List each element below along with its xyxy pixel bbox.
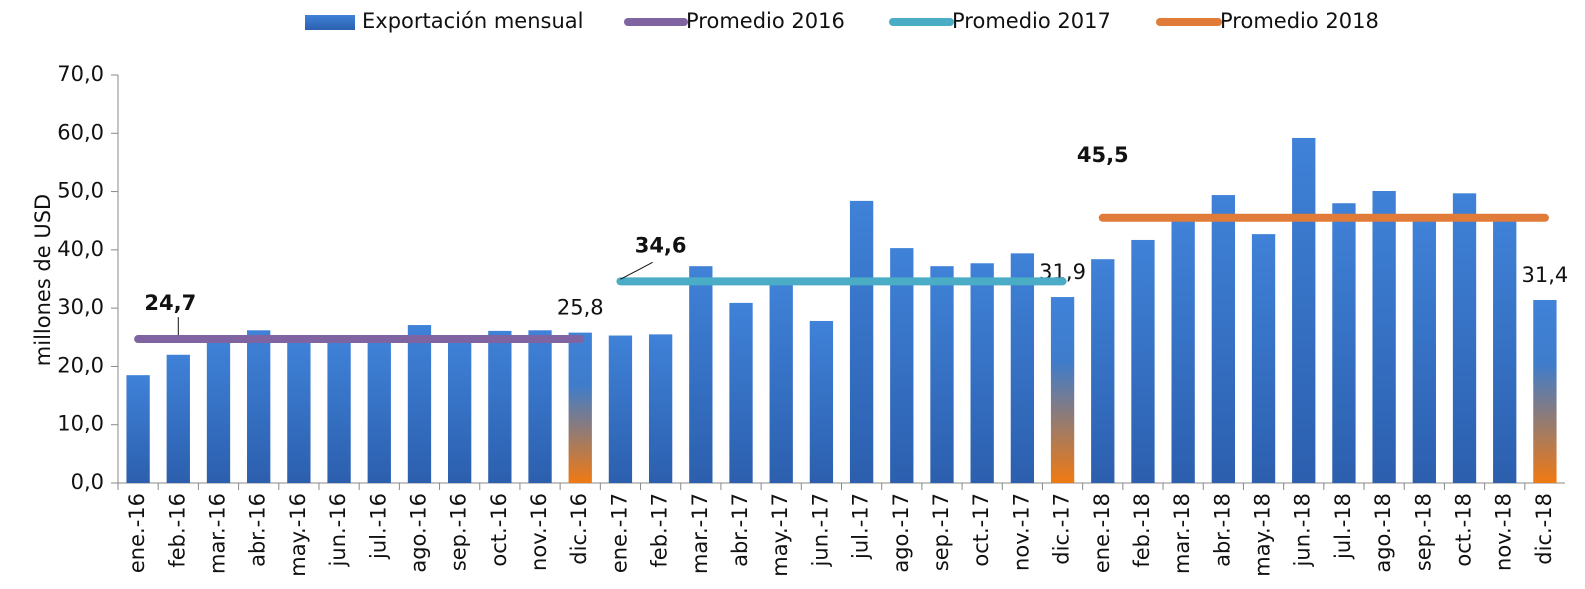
bar [407,325,432,483]
x-tick-label: ago.-18 [1371,493,1395,573]
bar [367,340,391,483]
x-tick-label: jun.-17 [808,493,832,567]
bar [206,340,231,483]
x-tick-label: ene.-17 [607,493,631,573]
average-label: 45,5 [1077,143,1129,167]
x-tick-label: mar.-16 [205,493,229,574]
bar [447,337,472,483]
bar [648,334,673,483]
x-tick-label: abr.-18 [1210,493,1234,567]
bar [166,354,190,483]
bar [1292,137,1316,483]
x-tick-label: abr.-16 [246,493,270,567]
y-axis-label: millones de USD [31,194,55,366]
bar [1211,195,1236,483]
bar [1332,203,1356,483]
y-tick-label: 30,0 [57,295,104,319]
x-tick-label: sep.-16 [447,493,471,571]
legend-label: Exportación mensual [362,9,583,33]
bar [287,340,311,483]
x-tick-label: sep.-18 [1411,493,1435,571]
bar [729,302,753,483]
bar [1131,239,1155,483]
x-tick-label: feb.-16 [165,493,189,568]
bar [488,330,512,483]
x-tick-label: dic.-16 [567,493,591,565]
x-tick-label: ene.-16 [125,493,149,573]
x-tick-label: jul.-16 [366,493,390,560]
bar [849,200,874,483]
x-tick-label: dic.-18 [1532,493,1556,565]
bar [1251,234,1276,483]
data-label: 31,4 [1522,263,1569,287]
x-tick-label: jun.-16 [326,493,350,567]
bar [1452,193,1477,483]
average-label: 34,6 [635,233,687,257]
y-tick-label: 0,0 [71,470,104,494]
x-tick-label: jul.-18 [1331,493,1355,560]
bar [930,266,954,483]
x-tick-label: jul.-17 [849,493,873,560]
bar [1091,259,1115,483]
bar [247,330,271,483]
bar [1533,299,1557,483]
y-tick-label: 10,0 [57,412,104,436]
bar [327,340,351,483]
x-tick-label: ago.-16 [406,493,430,573]
x-tick-label: oct.-18 [1452,493,1476,567]
x-tick-label: mar.-18 [1170,493,1194,574]
bar [528,330,552,483]
y-tick-label: 60,0 [57,120,104,144]
y-tick-label: 50,0 [57,179,104,203]
bar [1493,217,1517,484]
data-label: 25,8 [557,296,604,320]
average-label: 24,7 [144,291,196,315]
leader-line [620,261,653,280]
legend-label: Promedio 2016 [686,9,845,33]
x-tick-label: ene.-18 [1090,493,1114,573]
legend-swatch [305,15,355,30]
bar [689,266,713,483]
x-tick-label: mar.-17 [688,493,712,574]
x-tick-label: jun.-18 [1291,493,1315,567]
x-tick-label: oct.-17 [969,493,993,567]
bar [1050,297,1075,483]
bar [970,263,994,483]
bar [568,332,592,483]
x-tick-label: nov.-16 [527,493,551,571]
x-tick-label: nov.-17 [1009,493,1033,571]
x-tick-label: may.-17 [768,493,792,577]
y-tick-label: 20,0 [57,353,104,377]
y-tick-label: 40,0 [57,237,104,261]
bar [1171,220,1195,483]
x-tick-label: nov.-18 [1492,493,1516,571]
bar [769,283,793,483]
x-tick-label: dic.-17 [1050,493,1074,565]
x-tick-label: feb.-18 [1130,493,1154,568]
bar [809,320,834,483]
x-tick-label: feb.-17 [648,493,672,568]
x-tick-label: abr.-17 [728,493,752,567]
bar [126,375,150,483]
x-tick-label: sep.-17 [929,493,953,571]
x-tick-label: oct.-16 [487,493,511,567]
legend-label: Promedio 2017 [952,9,1111,33]
legend-label: Promedio 2018 [1220,9,1379,33]
bar [1412,218,1436,484]
bar [890,248,914,483]
x-tick-label: may.-16 [286,493,310,577]
x-tick-label: may.-18 [1251,493,1275,577]
bar [1010,253,1035,483]
x-tick-label: ago.-17 [889,493,913,573]
bar [1372,190,1396,483]
y-tick-label: 70,0 [57,62,104,86]
bar [608,335,633,483]
